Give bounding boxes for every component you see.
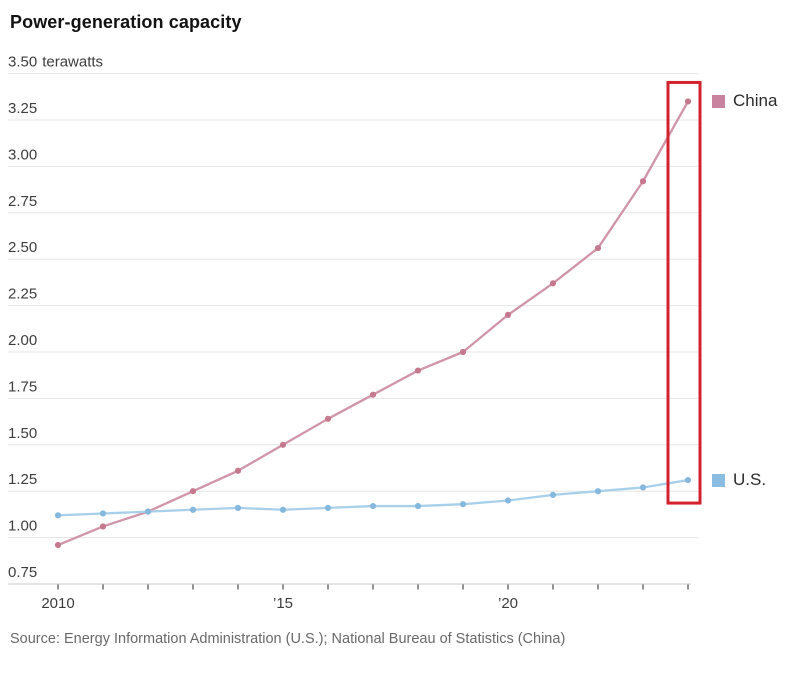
- x-tick-label: ’15: [273, 595, 293, 612]
- x-axis: 2010 ’15 ’20: [41, 584, 689, 612]
- china-points: [54, 98, 692, 549]
- china-line: [56, 100, 690, 547]
- us-points: [54, 476, 692, 519]
- us-legend-swatch: [712, 473, 725, 487]
- chart-title: Power-generation capacity: [10, 12, 242, 32]
- china-data-point: [369, 391, 377, 398]
- y-tick-label: 1.75: [8, 378, 37, 395]
- y-tick-label: 2.75: [8, 193, 37, 210]
- legend-item-us: U.S.: [712, 469, 766, 491]
- china-data-point: [414, 367, 422, 374]
- us-data-point: [639, 484, 647, 491]
- us-data-point: [414, 502, 422, 510]
- y-tick-label: 1.25: [8, 471, 37, 488]
- us-data-point: [189, 506, 197, 513]
- china-data-point: [459, 348, 467, 356]
- source-note: Source: Energy Information Administratio…: [10, 631, 566, 647]
- y-tick-label: 2.50: [8, 239, 37, 256]
- china-data-point: [549, 280, 557, 287]
- china-data-point: [594, 244, 602, 252]
- y-tick-label: 1.50: [8, 425, 37, 442]
- china-data-point: [324, 415, 332, 422]
- y-tick-label: 0.75: [8, 564, 37, 581]
- highlight-box: [666, 80, 702, 505]
- y-tick-label: 2.00: [8, 332, 37, 349]
- china-data-point: [504, 311, 512, 318]
- china-data-point: [54, 541, 62, 549]
- us-data-point: [369, 502, 377, 510]
- us-data-point: [459, 501, 467, 508]
- y-tick-label: 3.00: [8, 146, 37, 163]
- us-data-point: [279, 506, 287, 513]
- china-data-point: [189, 488, 197, 495]
- gridlines: [8, 73, 698, 585]
- us-legend-label: U.S.: [733, 470, 767, 490]
- y-tick-label: 3.25: [8, 100, 37, 117]
- us-data-point: [99, 510, 107, 517]
- us-data-point: [144, 508, 152, 515]
- china-data-point: [639, 178, 647, 185]
- us-data-point: [504, 497, 512, 504]
- y-tick-label: 3.50 terawatts: [8, 54, 103, 71]
- y-tick-label: 1.00: [8, 518, 37, 535]
- china-data-point: [234, 467, 242, 474]
- y-tick-label: 2.25: [8, 286, 37, 303]
- us-data-point: [684, 476, 692, 484]
- us-data-point: [594, 488, 602, 495]
- china-legend-swatch: [712, 94, 725, 108]
- china-data-point: [684, 98, 692, 105]
- us-data-point: [234, 504, 242, 512]
- us-data-point: [549, 491, 557, 499]
- y-axis-unit-label: terawatts: [42, 54, 103, 71]
- x-tick-label: ’20: [498, 595, 518, 612]
- us-data-point: [54, 512, 62, 519]
- x-tick-label: 2010: [41, 595, 74, 612]
- china-legend-label: China: [733, 91, 778, 111]
- china-data-point: [279, 441, 287, 448]
- y-axis-labels: 3.50 terawatts 3.25 3.00 2.75 2.50 2.25 2.00 1.7…: [8, 54, 103, 581]
- china-data-point: [99, 523, 107, 530]
- us-data-point: [324, 504, 332, 512]
- legend-item-china: China: [712, 90, 777, 112]
